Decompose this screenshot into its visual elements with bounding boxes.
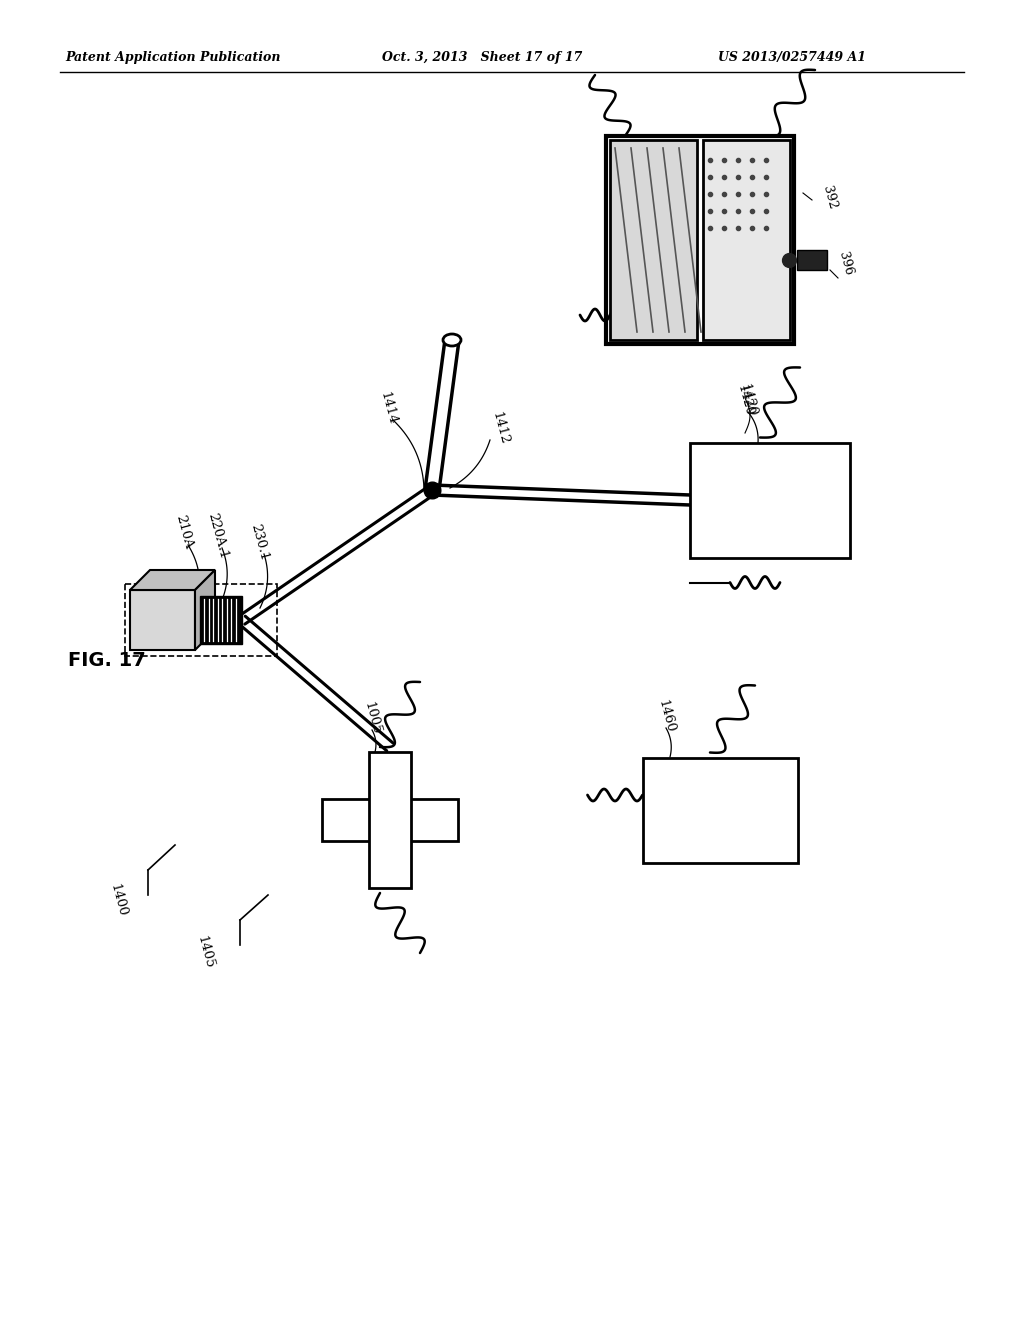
Text: 1405: 1405 <box>195 935 216 970</box>
Text: FIG. 17: FIG. 17 <box>68 651 145 669</box>
Text: 220A.1: 220A.1 <box>205 511 229 561</box>
Polygon shape <box>130 570 215 590</box>
Text: 1400: 1400 <box>108 882 129 917</box>
Polygon shape <box>610 140 697 341</box>
Text: Oct. 3, 2013   Sheet 17 of 17: Oct. 3, 2013 Sheet 17 of 17 <box>382 51 583 65</box>
Text: 1420: 1420 <box>735 383 756 417</box>
Bar <box>690 442 850 557</box>
Text: 230.1: 230.1 <box>248 521 270 562</box>
Bar <box>125 583 278 656</box>
Text: 396: 396 <box>836 251 855 277</box>
Text: 1414: 1414 <box>378 391 399 426</box>
Polygon shape <box>195 570 215 649</box>
Bar <box>369 752 411 888</box>
Text: 392: 392 <box>820 185 839 211</box>
Bar <box>797 249 827 271</box>
Text: Patent Application Publication: Patent Application Publication <box>65 51 281 65</box>
Text: 1420: 1420 <box>738 381 759 418</box>
Text: 1460: 1460 <box>656 698 677 734</box>
Text: 210A: 210A <box>173 513 195 550</box>
Bar <box>200 597 242 644</box>
Text: 394: 394 <box>608 197 627 223</box>
Text: US 2013/0257449 A1: US 2013/0257449 A1 <box>718 51 866 65</box>
Bar <box>130 590 195 649</box>
Text: 1412: 1412 <box>490 411 511 446</box>
Ellipse shape <box>443 334 461 346</box>
Bar <box>642 758 798 862</box>
Bar <box>322 799 458 841</box>
Polygon shape <box>703 140 790 341</box>
Text: 1005: 1005 <box>362 700 383 735</box>
